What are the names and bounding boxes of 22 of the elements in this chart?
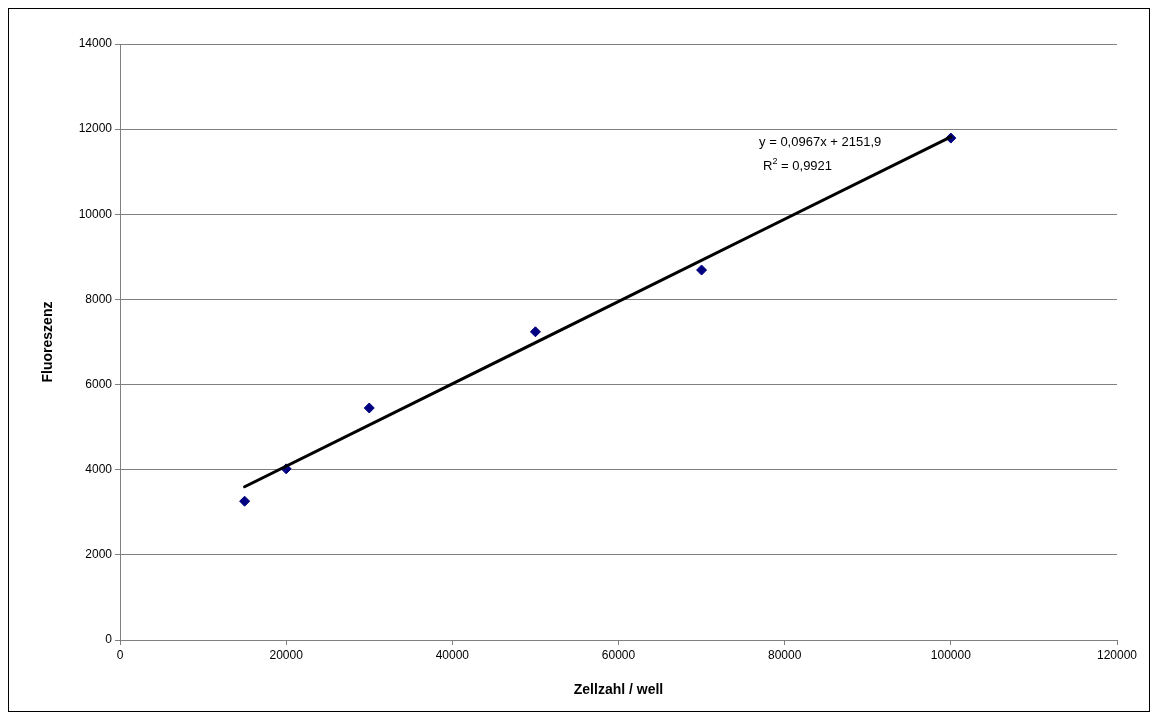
y-tick-label: 2000 xyxy=(85,547,113,562)
x-tick-label: 40000 xyxy=(435,647,470,662)
x-tick-label: 60000 xyxy=(601,647,636,662)
point xyxy=(363,402,375,414)
point xyxy=(696,264,708,276)
point xyxy=(239,495,251,507)
y-tick-label: 8000 xyxy=(85,291,113,306)
y-tick-label: 12000 xyxy=(78,121,113,136)
x-tick-label: 100000 xyxy=(930,647,972,662)
x-tick-label: 120000 xyxy=(1096,647,1138,662)
x-axis-title: Zellzahl / well xyxy=(573,681,664,698)
annotation: y = 0,0967x + 2151,9 xyxy=(759,134,882,149)
y-tick-label: 14000 xyxy=(78,36,113,51)
x-tick-label: 0 xyxy=(116,647,124,662)
point xyxy=(529,326,541,338)
x-tick-label: 20000 xyxy=(269,647,304,662)
y-tick-label: 0 xyxy=(105,632,113,647)
y-tick-label: 10000 xyxy=(78,206,113,221)
y-tick-label: 6000 xyxy=(85,376,113,391)
y-axis-title: Fluoreszenz xyxy=(39,301,56,383)
y-tick-label: 4000 xyxy=(85,462,113,477)
x-tick-label: 80000 xyxy=(767,647,802,662)
